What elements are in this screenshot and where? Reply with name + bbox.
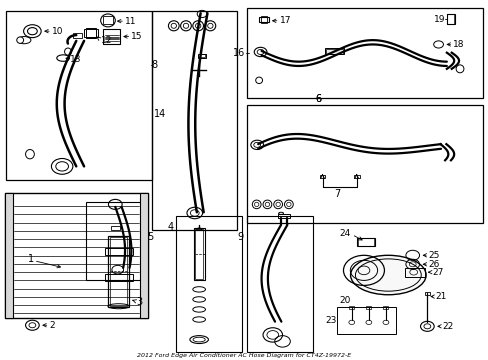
Bar [357,238,373,246]
Bar [104,248,133,255]
Text: 23: 23 [325,316,336,325]
Text: 19: 19 [433,15,445,24]
Bar [246,105,483,223]
Ellipse shape [350,255,425,295]
Bar [140,193,148,318]
Text: 22: 22 [442,322,453,331]
Text: 21: 21 [435,292,446,301]
Bar [110,237,127,306]
Bar [103,16,113,24]
Text: 2: 2 [49,321,55,330]
Bar [277,214,289,219]
Bar [326,49,342,54]
Bar [446,14,454,24]
Bar [353,175,359,178]
Bar [424,292,429,295]
Text: 15: 15 [131,32,142,41]
Text: 6: 6 [315,94,321,104]
Ellipse shape [23,25,41,38]
Text: 25: 25 [428,251,439,260]
Text: 18: 18 [452,40,464,49]
Bar [103,30,120,44]
Text: 13: 13 [70,55,82,64]
Bar [199,54,204,57]
Text: 26: 26 [428,260,439,269]
Bar [193,228,204,280]
Bar [383,306,387,309]
Text: 1: 1 [27,254,34,264]
Text: 3: 3 [136,297,142,307]
Bar [246,216,312,352]
Bar [85,28,96,38]
Bar [325,48,344,54]
Bar [104,274,133,281]
Bar [73,33,81,39]
Bar [198,54,205,58]
Text: 4: 4 [167,222,173,231]
Text: 16: 16 [233,48,245,58]
Bar [366,306,370,309]
Bar [336,307,395,334]
Bar [356,238,374,246]
Text: 7: 7 [333,189,340,199]
Text: 8: 8 [152,60,158,70]
Bar [4,193,148,318]
Ellipse shape [101,14,115,27]
Bar [260,16,267,23]
Bar [405,268,424,277]
Text: 27: 27 [431,268,443,277]
Bar [108,235,129,307]
Text: 17: 17 [279,16,290,25]
Text: 24: 24 [339,229,350,238]
Bar [176,216,242,352]
Bar [5,12,152,180]
Text: 11: 11 [125,17,136,26]
Ellipse shape [17,37,23,43]
Text: 14: 14 [154,109,166,119]
Text: 5: 5 [147,232,153,242]
Bar [86,202,144,280]
Bar [111,226,120,230]
Bar [152,12,237,230]
Text: 20: 20 [339,296,350,305]
Bar [319,175,325,178]
Text: 12: 12 [101,36,112,45]
Text: 9: 9 [237,232,243,242]
Bar [83,29,98,37]
Bar [447,14,453,24]
Text: 2012 Ford Edge Air Conditioner AC Hose Diagram for CT4Z-19972-E: 2012 Ford Edge Air Conditioner AC Hose D… [137,352,351,357]
Bar [246,8,483,98]
Bar [4,193,13,318]
Text: 10: 10 [52,27,63,36]
Bar [195,229,203,279]
Bar [259,17,268,22]
Text: 6: 6 [315,94,321,104]
Bar [348,306,353,309]
